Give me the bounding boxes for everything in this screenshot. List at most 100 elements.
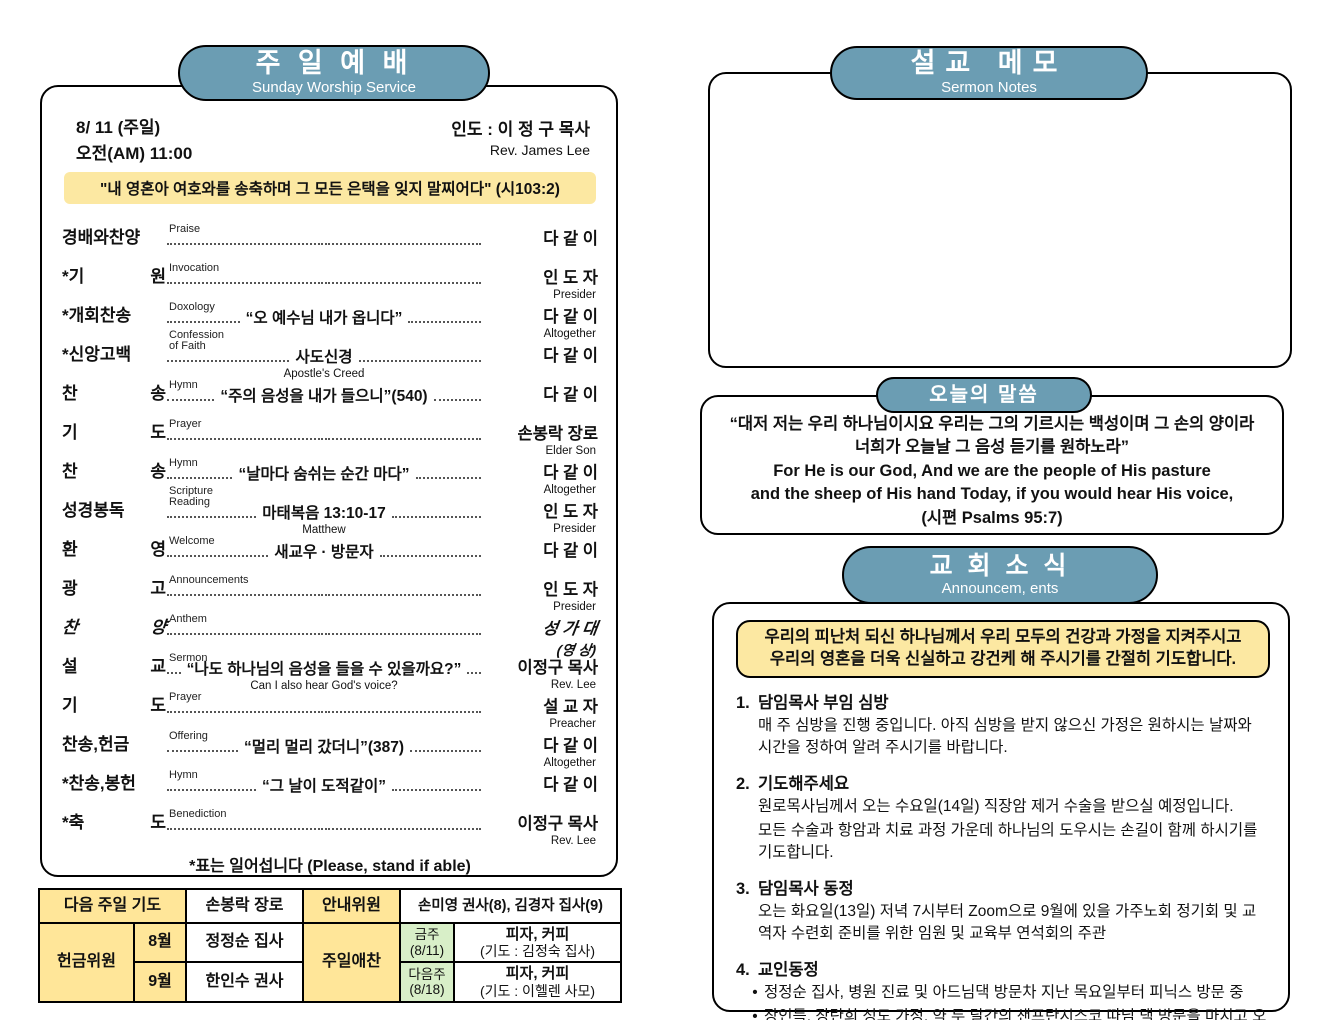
agape-week-date: (8/18) — [409, 982, 445, 998]
next-week-prayer-value: 손봉락 장로 — [185, 888, 304, 924]
dotted-leader — [467, 672, 482, 674]
dotted-leader — [167, 750, 238, 752]
announcements-title: 교 회 소 식 — [929, 551, 1071, 580]
announcements-banner: 교 회 소 식 Announcem, ents — [842, 546, 1158, 604]
worship-item-assignee-en: Altogether — [543, 327, 596, 340]
agape-menu: 피자, 커피 (기도 : 이헬렌 사모) — [453, 961, 622, 1003]
table-row: 9월 한인수 권사 다음주 (8/18) 피자, 커피 (기도 : 이헬렌 사모) — [39, 961, 622, 1003]
worship-item-label: 기 도 — [62, 423, 166, 443]
dotted-leader — [410, 750, 481, 752]
announcement-title: 기도해주세요 — [758, 774, 850, 793]
prayer-request-line: 우리의 피난처 되신 하나님께서 우리 모두의 건강과 가정을 지켜주시고 — [764, 628, 1242, 646]
announcement-item: 3. 담임목사 동정 오는 화요일(13일) 저녁 7시부터 Zoom으로 9월에… — [736, 875, 1270, 945]
dotted-leader — [325, 438, 481, 440]
worship-item-eng: Announcements — [169, 574, 249, 587]
worship-item-eng: Prayer — [169, 691, 202, 704]
worship-item-assignee-en: Altogether — [543, 483, 596, 496]
announcements-box: 우리의 피난처 되신 하나님께서 우리 모두의 건강과 가정을 지켜주시고 우리… — [712, 602, 1290, 1020]
worship-item-assignee: 이정구 목사 — [517, 815, 598, 833]
todays-word-title: 오늘의 말씀 — [929, 384, 1039, 406]
worship-item-assignee: 다 같 이 — [543, 347, 598, 365]
worship-item-label: 환 영 — [62, 540, 166, 560]
worship-item-assignee: 인 도 자 — [543, 503, 598, 521]
worship-row: 광 고 Announcements 인 도 자 Presider — [62, 563, 598, 613]
worship-item-assignee-en: Preacher — [549, 717, 596, 730]
worship-item-label: 경배와찬양 — [62, 228, 141, 248]
sermon-notes-box — [708, 72, 1292, 368]
announcement-body: 모든 수술과 항암과 치료 과정 가운데 하나님의 도우시는 손길이 함께 하시… — [758, 821, 1258, 861]
dotted-leader — [167, 555, 269, 557]
worship-item-eng: Benediction — [169, 808, 227, 821]
dotted-leader — [379, 555, 481, 557]
agape-menu-food: 피자, 커피 — [505, 926, 570, 943]
worship-item-assignee-en: Presider — [553, 522, 596, 535]
worship-item-eng: Hymn — [169, 379, 198, 392]
worship-row: 찬송,헌금 Offering “멀리 멀리 갔더니”(387) 다 같 이 Alto… — [62, 719, 598, 769]
worship-row: *축 도 Benediction 이정구 목사 Rev. Lee — [62, 797, 598, 847]
worship-item-label: 찬송,헌금 — [62, 735, 130, 755]
worship-item-label: *신앙고백 — [62, 345, 132, 365]
worship-panel: 8/ 11 (주일) 오전(AM) 11:00 인도 : 이 정 구 목사 Re… — [40, 85, 618, 877]
worship-row: 경배와찬양 Praise 다 같 이 — [62, 212, 598, 251]
worship-item-eng: Doxology — [169, 301, 215, 314]
dotted-leader — [325, 282, 481, 284]
service-time: 오전(AM) 11:00 — [76, 143, 193, 163]
worship-item-eng: Hymn — [169, 769, 198, 782]
sermon-notes-subtitle: Sermon Notes — [941, 79, 1037, 97]
dotted-leader — [167, 516, 257, 518]
worship-item-eng: Confession of Faith — [169, 328, 225, 353]
scripture-line: 너희가 오늘날 그 음성 듣기를 원하노라” — [854, 438, 1130, 457]
announcement-number: 4. — [736, 960, 750, 979]
worship-item-title: 마태복음 13:10-17 — [262, 505, 386, 522]
table-row: 다음 주일 기도 손봉락 장로 안내위원 손미영 권사(8), 김경자 집사(9… — [38, 888, 622, 924]
announcement-bullet-text: 정정순 집사, 병원 진료 및 아드님댁 방문차 지난 목요일부터 피닉스 방문… — [764, 983, 1244, 1001]
worship-item-title-sub: Matthew — [302, 524, 346, 536]
bullet-icon: • — [752, 1007, 758, 1020]
worship-item-label: *찬송,봉헌 — [62, 774, 136, 794]
dotted-leader — [167, 789, 257, 791]
announcement-number: 3. — [736, 879, 750, 898]
worship-row: 환 영 Welcome 새교우 · 방문자 다 같 이 — [62, 524, 598, 563]
worship-banner: 주 일 예 배 Sunday Worship Service — [178, 45, 490, 101]
worship-item-assignee: 다 같 이 — [543, 542, 598, 560]
worship-item-assignee-en: Presider — [553, 288, 596, 301]
worship-row: 찬 송 Hymn “주의 음성을 내가 들으니”(540) 다 같 이 — [62, 368, 598, 407]
dotted-leader — [167, 477, 233, 479]
worship-item-assignee: 인 도 자 — [543, 581, 598, 599]
agape-week: 다음주 (8/18) — [399, 961, 455, 1003]
worship-item-assignee: 다 같 이 — [543, 737, 598, 755]
scripture-line: and the sheep of His hand Today, if you … — [750, 485, 1234, 504]
prayer-request-box: 우리의 피난처 되신 하나님께서 우리 모두의 건강과 가정을 지켜주시고 우리… — [736, 620, 1270, 678]
announcements-subtitle: Announcem, ents — [941, 580, 1059, 597]
dotted-leader — [391, 789, 481, 791]
worship-item-assignee: 성 가 대 — [541, 620, 599, 638]
announcement-number: 2. — [736, 774, 750, 793]
worship-item-title: “오 예수님 내가 옵니다” — [245, 310, 403, 327]
dotted-leader — [167, 828, 323, 830]
worship-item-title: 새교우 · 방문자 — [274, 544, 374, 561]
dotted-leader — [415, 477, 481, 479]
worship-item-assignee-en: Presider — [553, 600, 596, 613]
dotted-leader — [167, 243, 323, 245]
dotted-leader — [391, 516, 481, 518]
dotted-leader — [167, 360, 290, 362]
worship-item-title-sub: Apostle's Creed — [283, 368, 365, 380]
worship-item-assignee: 설 교 자 — [543, 698, 598, 716]
announcement-number: 1. — [736, 693, 750, 712]
agape-menu-prayer: (기도 : 김정숙 집사) — [479, 943, 596, 960]
worship-item-label: 기 도 — [62, 696, 166, 716]
agape-week-label: 다음주 — [408, 966, 446, 982]
worship-item-label: *개회찬송 — [62, 306, 132, 326]
announcement-item: 1. 담임목사 부임 심방 매 주 심방을 진행 중입니다. 아직 심방을 받지 … — [736, 689, 1270, 759]
service-leader: 인도 : 이 정 구 목사 — [451, 120, 590, 139]
worship-row: 성경봉독 Scripture Reading 마태복음 13:10-17 Matth… — [62, 485, 598, 536]
worship-item-assignee-en: Altogether — [543, 756, 596, 769]
dotted-leader — [167, 594, 323, 596]
announcement-title: 담임목사 부임 심방 — [758, 693, 889, 712]
worship-item-eng: Offering — [169, 730, 208, 743]
worship-item-label: *축 도 — [62, 813, 166, 833]
worship-item-label: *기 원 — [62, 267, 166, 287]
announcement-body: 오는 화요일(13일) 저녁 7시부터 Zoom으로 9월에 있을 가주노회 정… — [758, 902, 1257, 942]
announcement-bullet: • 장인득, 장란희 성도 가정, 약 두 달간의 샌프란시스코 따님 댁 방문을… — [736, 1006, 1270, 1020]
